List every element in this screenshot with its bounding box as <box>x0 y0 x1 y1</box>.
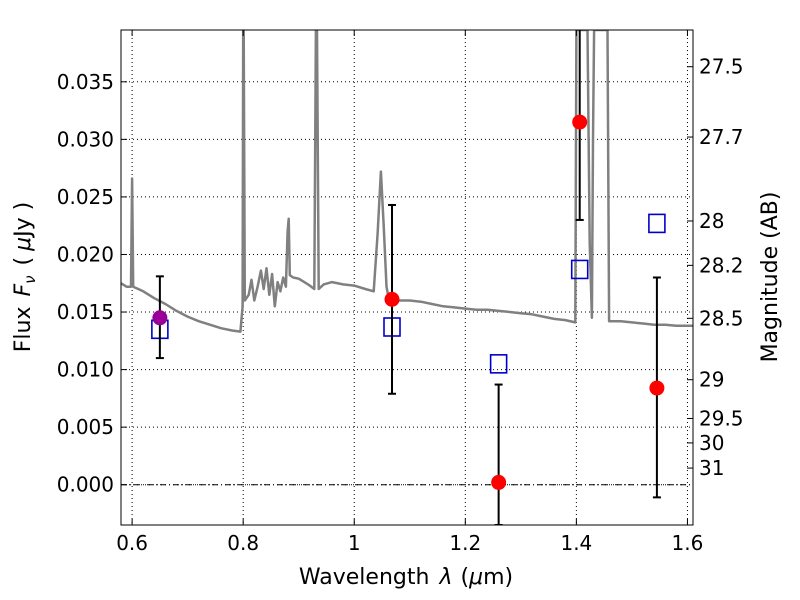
y2-axis-label: Magnitude (AB) <box>758 192 783 363</box>
y-axis-unit-rest: Jy ) <box>11 202 36 239</box>
ticks: 0.6 0.8 1 1.2 1.4 1.6 0.000 0.005 0.010 0.015 0.02… <box>57 30 744 555</box>
y-axis-label: Flux Fν ( μJy ) <box>11 202 39 352</box>
mag-tick-label: 29 <box>699 368 724 392</box>
x-tick-label: 1.2 <box>449 531 481 555</box>
plot-frame <box>120 29 694 526</box>
y-tick-label: 0.015 <box>57 300 114 324</box>
model-square <box>570 259 589 280</box>
mag-tick-label: 31 <box>699 456 724 480</box>
y-axis-label-text: Flux <box>11 307 36 353</box>
mag-tick-label: 28.2 <box>699 253 744 277</box>
x-axis-label: Wavelength λ (μm) <box>299 565 513 590</box>
y-axis-symbol: F <box>11 284 36 297</box>
mag-tick-label: 28 <box>699 209 724 233</box>
y-tick-label: 0.000 <box>57 473 114 497</box>
mag-tick-label: 27.5 <box>699 55 744 79</box>
y-axis-subscript: ν <box>21 275 39 283</box>
x-tick-label: 1 <box>348 531 361 555</box>
y-tick-label: 0.035 <box>57 70 114 94</box>
model-square <box>489 354 508 374</box>
y-axis-unit-open: ( <box>11 257 36 266</box>
x-tick-label: 1.4 <box>560 531 592 555</box>
x-tick-label: 0.6 <box>116 531 148 555</box>
mag-tick-label: 28.5 <box>699 306 744 330</box>
x-axis-label-text: Wavelength <box>299 565 430 590</box>
observed-point <box>152 310 168 326</box>
mag-tick-label: 30 <box>699 431 724 455</box>
observed-point <box>572 114 588 130</box>
mag-tick-label: 27.7 <box>699 125 744 149</box>
model-square <box>648 213 666 234</box>
x-axis-symbol: λ <box>438 565 452 590</box>
y-tick-label: 0.020 <box>57 242 114 266</box>
spectrum-line <box>121 30 693 333</box>
mag-tick-label: 29.5 <box>699 406 744 430</box>
y-tick-label: 0.010 <box>57 358 114 382</box>
observed-point <box>491 474 507 490</box>
observed-point <box>649 380 665 396</box>
x-axis-unit-open: ( <box>460 565 469 590</box>
x-tick-label: 0.8 <box>227 531 259 555</box>
y-tick-label: 0.030 <box>57 127 114 151</box>
x-tick-label: 1.6 <box>672 531 704 555</box>
x-axis-unit-rest: m) <box>483 565 513 590</box>
y-tick-label: 0.025 <box>57 185 114 209</box>
y-axis-unit-mu: μ <box>11 237 36 252</box>
y-tick-label: 0.005 <box>57 415 114 439</box>
x-axis-unit-mu: μ <box>468 565 483 590</box>
observed-point <box>384 291 400 307</box>
plot-area <box>121 30 693 525</box>
